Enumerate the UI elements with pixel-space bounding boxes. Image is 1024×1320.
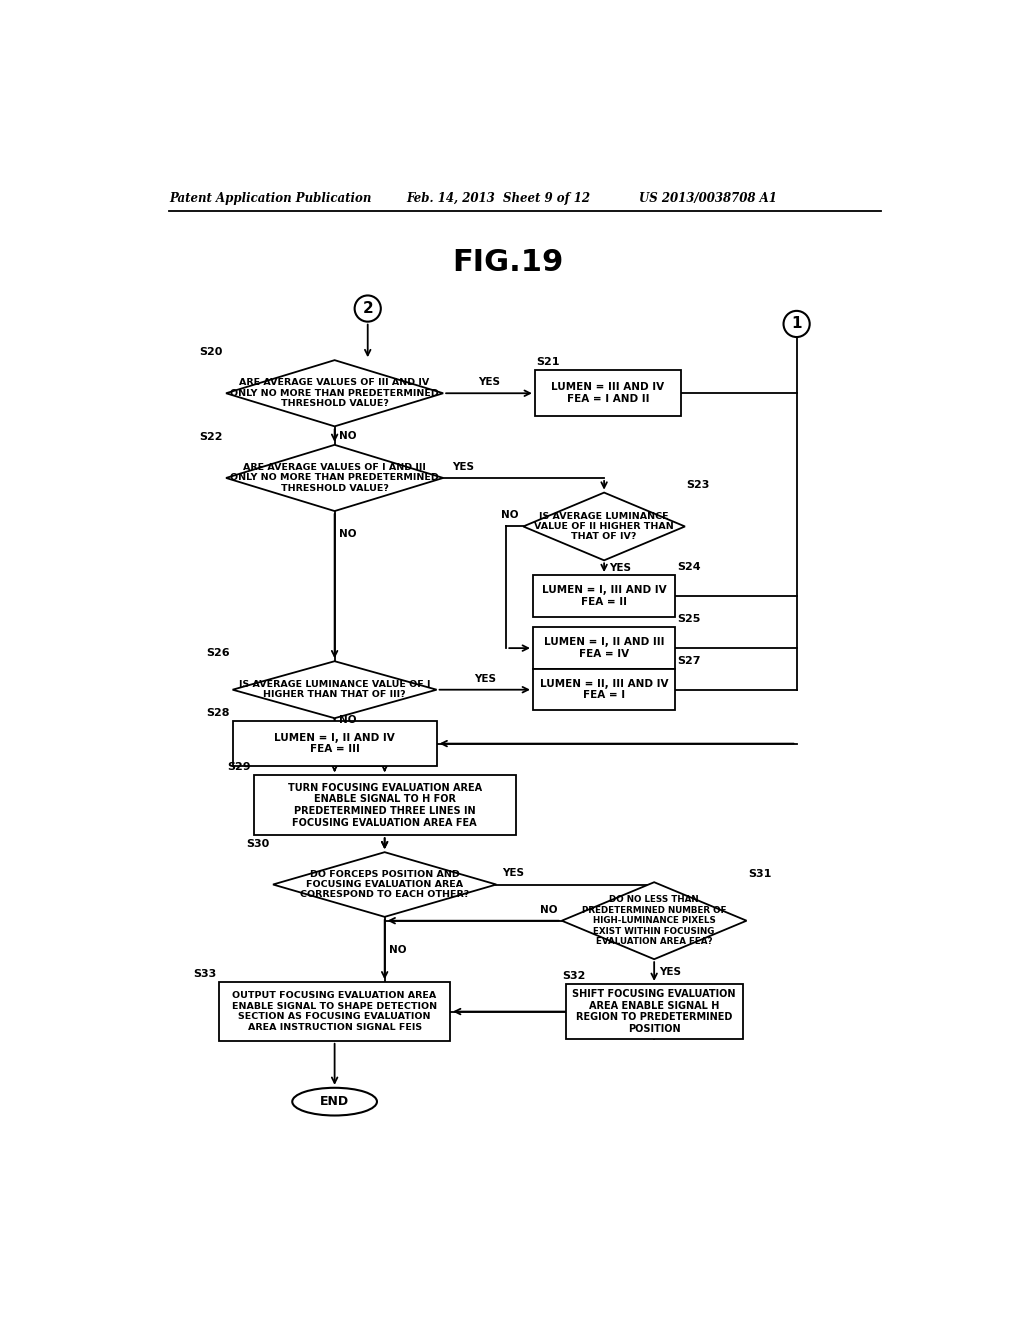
Text: S29: S29 xyxy=(227,762,251,772)
Text: NO: NO xyxy=(540,904,557,915)
Text: LUMEN = I, II AND III
FEA = IV: LUMEN = I, II AND III FEA = IV xyxy=(544,638,665,659)
Text: ARE AVERAGE VALUES OF III AND IV
ONLY NO MORE THAN PREDETERMINED
THRESHOLD VALUE: ARE AVERAGE VALUES OF III AND IV ONLY NO… xyxy=(230,379,439,408)
Polygon shape xyxy=(523,492,685,561)
Polygon shape xyxy=(232,661,436,718)
Text: YES: YES xyxy=(503,869,524,878)
Text: S24: S24 xyxy=(677,562,700,572)
Polygon shape xyxy=(562,882,746,960)
FancyBboxPatch shape xyxy=(219,982,451,1040)
Text: 2: 2 xyxy=(362,301,373,315)
Text: SHIFT FOCUSING EVALUATION
AREA ENABLE SIGNAL H
REGION TO PREDETERMINED
POSITION: SHIFT FOCUSING EVALUATION AREA ENABLE SI… xyxy=(572,989,736,1034)
Text: YES: YES xyxy=(478,378,500,387)
Text: ARE AVERAGE VALUES OF I AND III
ONLY NO MORE THAN PREDETERMINED
THRESHOLD VALUE?: ARE AVERAGE VALUES OF I AND III ONLY NO … xyxy=(230,463,439,492)
Text: S27: S27 xyxy=(677,656,700,665)
Text: DO FORCEPS POSITION AND
FOCUSING EVALUATION AREA
CORRESPOND TO EACH OTHER?: DO FORCEPS POSITION AND FOCUSING EVALUAT… xyxy=(300,870,469,899)
Text: OUTPUT FOCUSING EVALUATION AREA
ENABLE SIGNAL TO SHAPE DETECTION
SECTION AS FOCU: OUTPUT FOCUSING EVALUATION AREA ENABLE S… xyxy=(232,991,437,1032)
Text: S30: S30 xyxy=(247,840,270,849)
FancyBboxPatch shape xyxy=(532,627,676,669)
Text: IS AVERAGE LUMINANCE
VALUE OF II HIGHER THAN
THAT OF IV?: IS AVERAGE LUMINANCE VALUE OF II HIGHER … xyxy=(535,512,674,541)
Text: Patent Application Publication: Patent Application Publication xyxy=(169,191,372,205)
Text: NO: NO xyxy=(501,511,518,520)
FancyBboxPatch shape xyxy=(254,775,515,836)
Polygon shape xyxy=(226,360,443,426)
Text: TURN FOCUSING EVALUATION AREA
ENABLE SIGNAL TO H FOR
PREDETERMINED THREE LINES I: TURN FOCUSING EVALUATION AREA ENABLE SIG… xyxy=(288,783,481,828)
Text: S28: S28 xyxy=(206,709,229,718)
Text: S21: S21 xyxy=(537,358,560,367)
Text: LUMEN = II, III AND IV
FEA = I: LUMEN = II, III AND IV FEA = I xyxy=(540,678,669,701)
FancyBboxPatch shape xyxy=(532,576,676,616)
FancyBboxPatch shape xyxy=(532,669,676,710)
Ellipse shape xyxy=(292,1088,377,1115)
Text: S26: S26 xyxy=(206,648,229,659)
Text: NO: NO xyxy=(339,714,356,725)
Text: S23: S23 xyxy=(686,479,710,490)
FancyBboxPatch shape xyxy=(232,721,436,766)
Text: S32: S32 xyxy=(562,970,586,981)
FancyBboxPatch shape xyxy=(565,983,742,1039)
Text: END: END xyxy=(321,1096,349,1109)
Text: NO: NO xyxy=(339,430,356,441)
Text: LUMEN = I, III AND IV
FEA = II: LUMEN = I, III AND IV FEA = II xyxy=(542,585,667,607)
Circle shape xyxy=(783,312,810,337)
Text: LUMEN = III AND IV
FEA = I AND II: LUMEN = III AND IV FEA = I AND II xyxy=(551,383,665,404)
Polygon shape xyxy=(273,853,497,917)
Text: YES: YES xyxy=(453,462,474,471)
Text: YES: YES xyxy=(608,562,631,573)
Text: YES: YES xyxy=(474,673,496,684)
Text: S33: S33 xyxy=(193,969,216,979)
Text: IS AVERAGE LUMINANCE VALUE OF I
HIGHER THAN THAT OF III?: IS AVERAGE LUMINANCE VALUE OF I HIGHER T… xyxy=(239,680,430,700)
FancyBboxPatch shape xyxy=(535,370,681,416)
Circle shape xyxy=(354,296,381,322)
Text: NO: NO xyxy=(389,945,407,954)
Text: YES: YES xyxy=(658,966,681,977)
Text: US 2013/0038708 A1: US 2013/0038708 A1 xyxy=(639,191,776,205)
Text: DO NO LESS THAN
PREDETERMINED NUMBER OF
HIGH-LUMINANCE PIXELS
EXIST WITHIN FOCUS: DO NO LESS THAN PREDETERMINED NUMBER OF … xyxy=(582,895,726,946)
Text: FIG.19: FIG.19 xyxy=(453,248,563,277)
Polygon shape xyxy=(226,445,443,511)
Text: S20: S20 xyxy=(200,347,223,358)
Text: Feb. 14, 2013  Sheet 9 of 12: Feb. 14, 2013 Sheet 9 of 12 xyxy=(407,191,590,205)
Text: NO: NO xyxy=(339,529,356,539)
Text: 1: 1 xyxy=(792,317,802,331)
Text: S31: S31 xyxy=(749,869,771,879)
Text: S22: S22 xyxy=(200,432,223,442)
Text: LUMEN = I, II AND IV
FEA = III: LUMEN = I, II AND IV FEA = III xyxy=(274,733,395,755)
Text: S25: S25 xyxy=(677,614,700,624)
